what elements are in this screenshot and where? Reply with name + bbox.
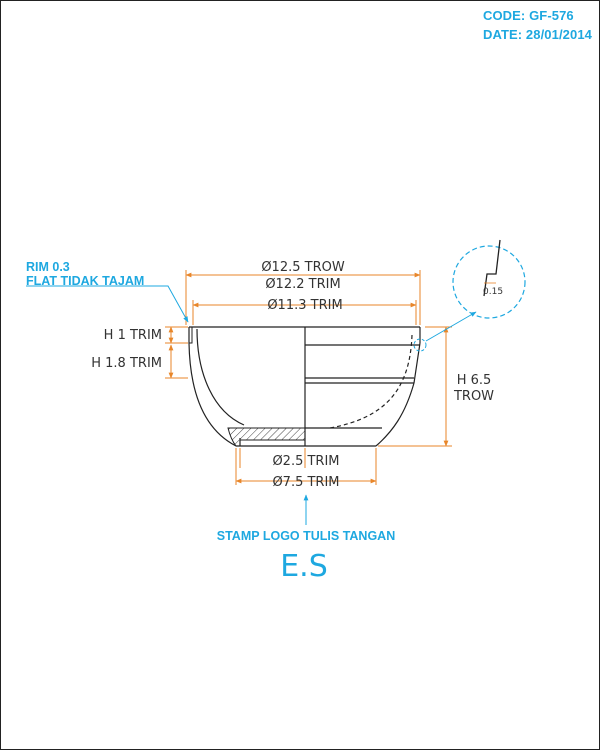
base-section-hatch (227, 427, 306, 447)
dim-diameter-trim-inner: Ø11.3 TRIM (267, 298, 342, 313)
dimension-lines (165, 270, 452, 485)
rim-note-line2: FLAT TIDAK TAJAM (26, 274, 144, 288)
stamp-label: STAMP LOGO TULIS TANGAN (217, 529, 395, 543)
dim-height-trow-value: H 6.5 (457, 373, 492, 388)
rim-note-line1: RIM 0.3 (26, 260, 70, 274)
rim-flange (189, 326, 193, 344)
dim-diameter-trim-outer: Ø12.2 TRIM (265, 277, 340, 292)
bowl-profile (188, 326, 421, 447)
dim-diameter-trow-outer: Ø12.5 TROW (261, 260, 345, 275)
drawing-date: DATE: 28/01/2014 (482, 27, 592, 42)
title-block: CODE: GF-576 DATE: 28/01/2014 (483, 6, 592, 44)
rim-leader (26, 285, 189, 323)
dim-foot-outer: Ø7.5 TRIM (272, 475, 339, 490)
detail-offset-label: 0.15 (483, 287, 503, 297)
dim-height-trim-18: H 1.8 TRIM (91, 356, 162, 371)
dim-height-trow-label: TROW (453, 389, 494, 404)
stamp-initials: E.S (280, 549, 328, 584)
dim-foot-inner: Ø2.5 TRIM (272, 454, 339, 469)
product-code: CODE: GF-576 (482, 8, 574, 23)
dim-height-trim-1: H 1 TRIM (104, 328, 162, 343)
detail-callout (413, 239, 526, 352)
